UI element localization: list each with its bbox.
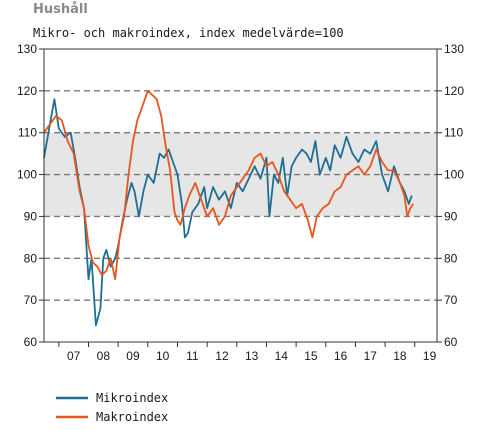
- y-tick-label-left: 90: [24, 209, 38, 223]
- y-tick-label-left: 110: [18, 126, 37, 140]
- y-tick-label-left: 80: [24, 251, 38, 265]
- y-tick-label-right: 70: [444, 293, 458, 307]
- y-tick-label-right: 120: [444, 84, 464, 98]
- legend-label-mikroindex: Mikroindex: [96, 391, 168, 405]
- y-tick-label-right: 110: [444, 126, 463, 140]
- x-tick-label: 08: [97, 349, 111, 363]
- y-tick-label-left: 120: [17, 84, 37, 98]
- x-tick-label: 10: [156, 349, 170, 363]
- x-tick-label: 09: [126, 349, 140, 363]
- y-tick-label-left: 130: [17, 42, 37, 56]
- legend-label-makroindex: Makroindex: [96, 410, 168, 424]
- y-tick-label-left: 100: [17, 168, 37, 182]
- y-tick-label-left: 60: [24, 335, 38, 349]
- chart-title: Hushåll: [33, 2, 88, 17]
- y-tick-label-right: 60: [444, 335, 458, 349]
- x-tick-label: 15: [304, 349, 318, 363]
- y-tick-label-right: 80: [444, 251, 458, 265]
- x-tick-label: 13: [245, 349, 259, 363]
- y-tick-label-right: 100: [444, 168, 464, 182]
- series-line-makroindex: [43, 90, 415, 281]
- y-tick-label-right: 90: [444, 209, 458, 223]
- x-tick-label: 11: [186, 349, 199, 363]
- y-tick-label-left: 70: [24, 293, 38, 307]
- x-tick-label: 14: [275, 349, 289, 363]
- x-tick-label: 17: [364, 349, 378, 363]
- x-tick-label: 16: [334, 349, 348, 363]
- x-tick-label: 19: [423, 349, 437, 363]
- x-tick-label: 18: [393, 349, 407, 363]
- x-tick-label: 07: [67, 349, 81, 363]
- plot-frame: [43, 48, 438, 343]
- chart-subtitle: Mikro- och makroindex, index medelvärde=…: [33, 26, 344, 40]
- y-tick-label-right: 130: [444, 42, 464, 56]
- x-tick-label: 12: [215, 349, 229, 363]
